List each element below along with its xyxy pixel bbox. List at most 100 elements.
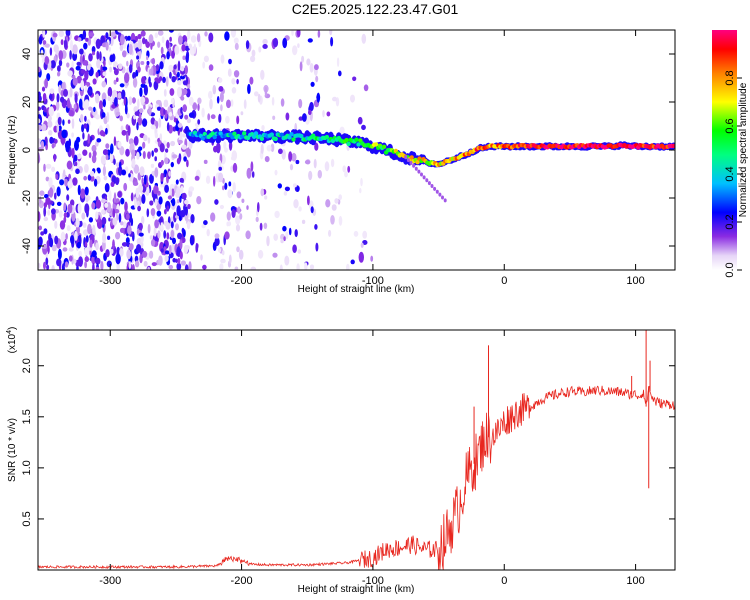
noise-blob (195, 242, 199, 253)
noise-blob (163, 230, 167, 239)
noise-blob (149, 250, 154, 259)
noise-blob (57, 71, 61, 77)
noise-blob (126, 249, 132, 260)
noise-blob (217, 159, 222, 169)
noise-blob (251, 49, 256, 57)
noise-blob (80, 79, 85, 91)
noise-blob (231, 87, 237, 94)
noise-blob (116, 77, 119, 82)
noise-blob (230, 99, 234, 107)
noise-blob (43, 163, 46, 172)
noise-blob (38, 124, 42, 131)
noise-blob (102, 165, 106, 177)
noise-blob (136, 200, 140, 206)
noise-blob (132, 77, 138, 88)
noise-blob (189, 235, 195, 246)
noise-blob (58, 30, 65, 38)
noise-blob (125, 213, 130, 221)
noise-blob (160, 159, 164, 166)
noise-blob (253, 91, 259, 97)
noise-blob (110, 181, 115, 187)
noise-blob (51, 208, 56, 215)
noise-blob (120, 221, 124, 226)
noise-blob (103, 60, 106, 67)
snr-xlabel: Height of straight line (km) (298, 584, 415, 595)
noise-blob (221, 250, 225, 256)
noise-blob (84, 261, 87, 269)
noise-blob (63, 212, 68, 218)
snr-plot-area (38, 330, 675, 570)
noise-blob (308, 109, 312, 116)
noise-blob (231, 156, 235, 161)
noise-blob (170, 161, 174, 168)
noise-blob (139, 108, 144, 114)
noise-blob (68, 110, 74, 117)
noise-blob (231, 78, 236, 85)
noise-blob (257, 249, 264, 259)
noise-blob (225, 115, 230, 124)
noise-blob (166, 141, 170, 149)
noise-blob (278, 148, 283, 155)
noise-blob (87, 133, 91, 144)
noise-blob (285, 231, 289, 240)
noise-blob (75, 65, 81, 71)
tail-point (443, 198, 447, 203)
noise-blob (140, 61, 145, 65)
noise-blob (259, 222, 263, 231)
noise-blob (263, 222, 268, 229)
noise-blob (298, 98, 303, 109)
noise-blob (266, 235, 270, 247)
noise-blob (344, 171, 348, 178)
noise-blob (91, 46, 96, 53)
noise-blob (108, 190, 112, 202)
noise-blob (154, 32, 158, 39)
noise-blob (201, 107, 205, 118)
noise-blob (95, 38, 101, 49)
noise-blob (151, 262, 157, 267)
noise-blob (117, 30, 123, 33)
noise-blob (105, 143, 110, 149)
noise-blob (51, 166, 56, 172)
noise-blob (232, 182, 236, 193)
noise-blob (180, 106, 183, 114)
noise-blob (233, 37, 239, 44)
noise-blob (314, 142, 319, 151)
noise-blob (61, 82, 65, 90)
noise-blob (134, 198, 137, 209)
noise-blob (315, 75, 319, 83)
noise-blob (104, 202, 109, 208)
tail-point (430, 184, 434, 188)
noise-blob (139, 254, 143, 264)
noise-blob (175, 179, 179, 185)
noise-blob (210, 212, 216, 222)
noise-blob (100, 260, 104, 270)
noise-blob (136, 244, 142, 253)
noise-blob (84, 163, 89, 173)
noise-blob (193, 43, 197, 54)
noise-blob (169, 36, 172, 42)
noise-blob (119, 227, 125, 233)
noise-blob (166, 122, 170, 132)
noise-blob (44, 78, 48, 89)
noise-blob (63, 216, 67, 223)
noise-blob (88, 217, 93, 223)
noise-blob (95, 242, 99, 251)
noise-blob (82, 132, 85, 140)
ridge-point (356, 142, 361, 147)
noise-blob (100, 64, 103, 76)
noise-blob (127, 35, 131, 41)
noise-blob (74, 231, 78, 241)
noise-blob (328, 229, 332, 237)
colorbar-tick-label: 0.8 (724, 70, 736, 85)
noise-blob (146, 208, 150, 218)
noise-blob (42, 30, 46, 38)
noise-blob (132, 181, 139, 186)
noise-blob (224, 31, 230, 41)
noise-blob (237, 206, 241, 214)
noise-blob (352, 76, 357, 82)
noise-blob (49, 136, 54, 144)
noise-blob (164, 209, 167, 215)
noise-blob (220, 54, 225, 64)
noise-blob (151, 150, 154, 157)
noise-blob (44, 43, 50, 48)
